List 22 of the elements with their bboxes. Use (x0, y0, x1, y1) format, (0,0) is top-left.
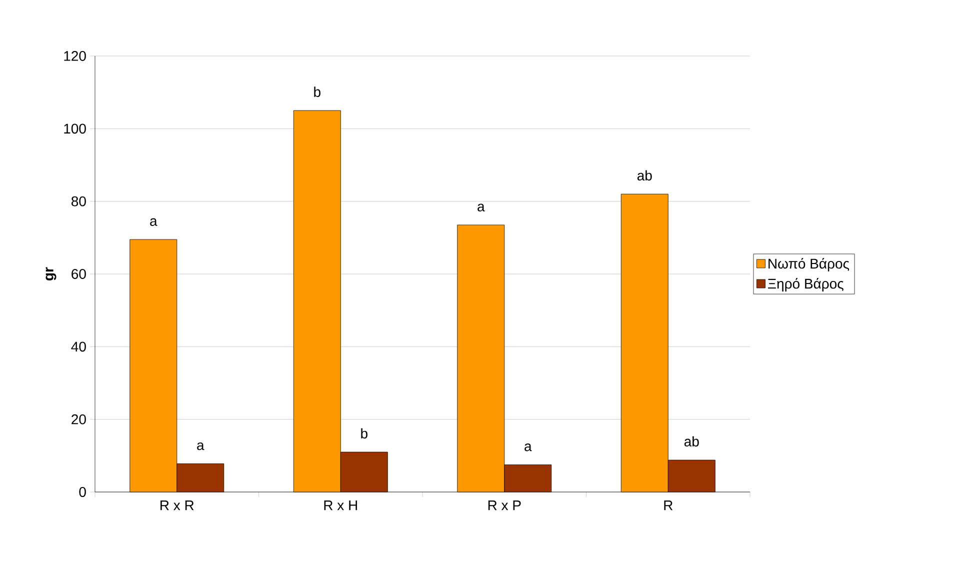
annotation: ab (637, 170, 652, 181)
y-tick-label: 0 (79, 487, 86, 497)
y-axis-title: gr (46, 267, 56, 280)
annotation: a (524, 444, 532, 452)
y-tick-label: 80 (72, 196, 86, 206)
x-tick-label: R (664, 500, 673, 510)
y-tick-label: 100 (64, 124, 86, 134)
annotation: a (478, 204, 485, 212)
y-tick-label: 60 (72, 269, 86, 279)
x-tick-label: R x H (324, 500, 357, 510)
y-tick-label: 40 (71, 342, 86, 352)
x-tick-label: R x R (160, 500, 194, 510)
x-tick-label: R x P (488, 500, 521, 510)
legend-label: Ξηρό Βάρος (768, 278, 844, 292)
annotation: b (314, 86, 320, 97)
annotation: b (361, 428, 368, 438)
y-tick-label: 20 (72, 414, 86, 424)
annotation: a (197, 442, 204, 450)
annotation: ab (684, 436, 699, 446)
annotation: a (150, 218, 158, 226)
y-tick-label: 120 (64, 51, 86, 61)
legend-label: Νωπό Βάρος (768, 258, 850, 272)
